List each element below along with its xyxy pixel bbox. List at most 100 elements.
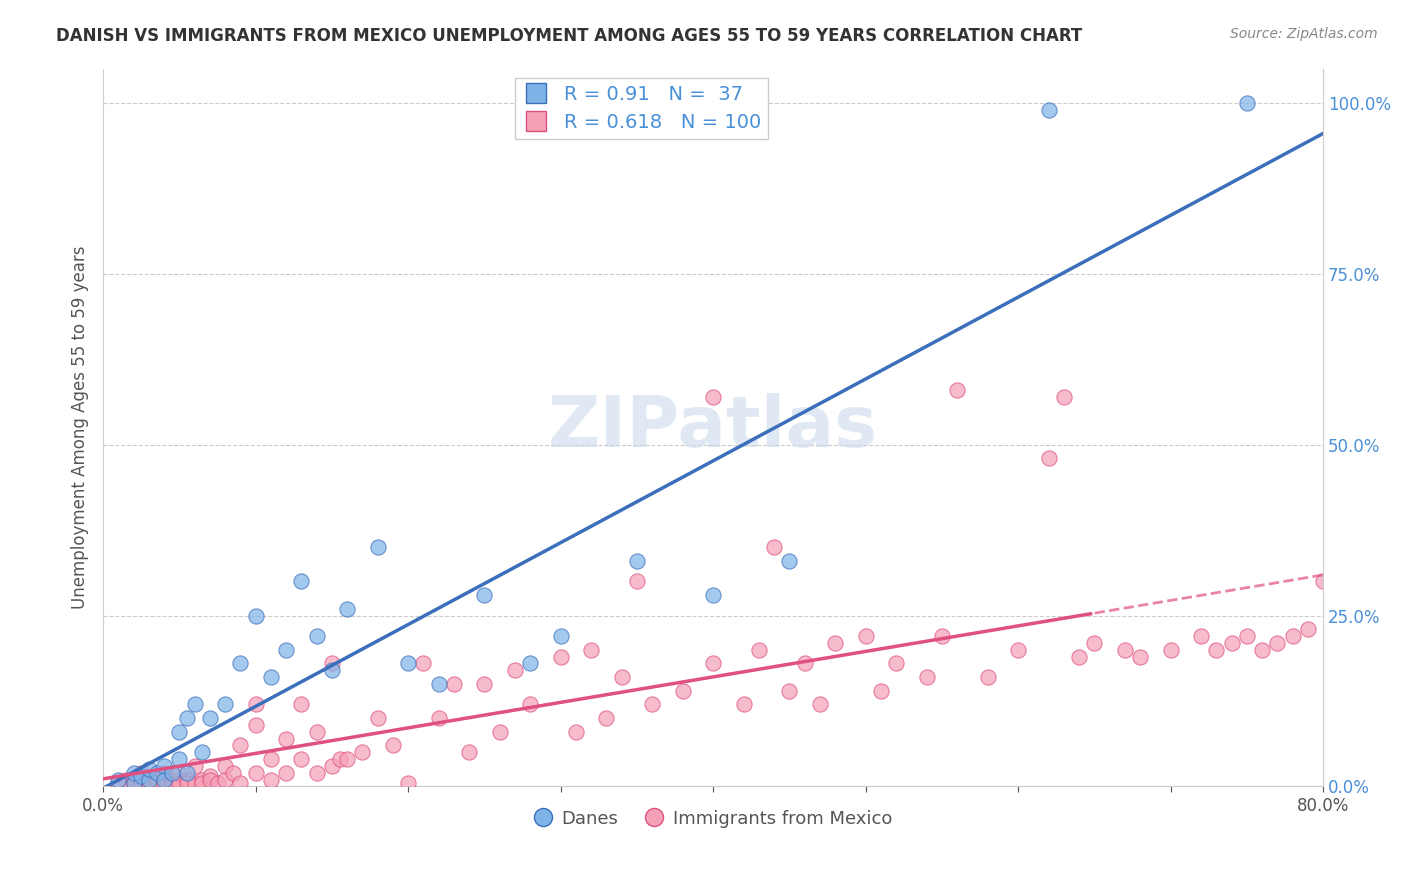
Point: [129, 776, 152, 790]
Text: DANISH VS IMMIGRANTS FROM MEXICO UNEMPLOYMENT AMONG AGES 55 TO 59 YEARS CORRELAT: DANISH VS IMMIGRANTS FROM MEXICO UNEMPLO…: [56, 27, 1083, 45]
Point: [702, 657, 724, 671]
Point: [793, 657, 815, 671]
Point: [276, 642, 298, 657]
Point: [222, 765, 245, 780]
Point: [519, 657, 541, 671]
Point: [931, 629, 953, 643]
Point: [169, 772, 191, 787]
Point: [321, 663, 343, 677]
Point: [641, 698, 664, 712]
Point: [245, 718, 267, 732]
Text: ZIPatlas: ZIPatlas: [548, 393, 879, 462]
Point: [290, 698, 312, 712]
Point: [176, 776, 198, 790]
Point: [427, 677, 450, 691]
Point: [367, 540, 389, 554]
Point: [138, 763, 160, 777]
Point: [1083, 636, 1105, 650]
Point: [160, 772, 183, 787]
Point: [915, 670, 938, 684]
Point: [1220, 636, 1243, 650]
Point: [169, 724, 191, 739]
Point: [305, 724, 328, 739]
Point: [367, 711, 389, 725]
Point: [352, 745, 374, 759]
Point: [169, 776, 191, 790]
Point: [595, 711, 617, 725]
Point: [198, 711, 221, 725]
Point: [153, 772, 176, 787]
Point: [870, 683, 893, 698]
Point: [214, 772, 236, 787]
Point: [122, 776, 145, 790]
Point: [122, 765, 145, 780]
Point: [396, 657, 419, 671]
Point: [672, 683, 695, 698]
Point: [276, 731, 298, 746]
Point: [1053, 390, 1076, 404]
Point: [229, 739, 252, 753]
Point: [702, 588, 724, 602]
Text: Source: ZipAtlas.com: Source: ZipAtlas.com: [1230, 27, 1378, 41]
Point: [976, 670, 998, 684]
Point: [1312, 574, 1334, 589]
Point: [122, 776, 145, 790]
Point: [321, 759, 343, 773]
Point: [229, 776, 252, 790]
Point: [305, 765, 328, 780]
Point: [1129, 649, 1152, 664]
Point: [122, 772, 145, 787]
Point: [519, 698, 541, 712]
Point: [579, 642, 602, 657]
Point: [260, 772, 283, 787]
Point: [145, 776, 167, 790]
Point: [229, 657, 252, 671]
Point: [160, 776, 183, 790]
Point: [550, 649, 572, 664]
Point: [245, 698, 267, 712]
Point: [778, 554, 800, 568]
Point: [207, 776, 229, 790]
Point: [1205, 642, 1227, 657]
Point: [1236, 629, 1258, 643]
Point: [129, 769, 152, 783]
Point: [321, 657, 343, 671]
Point: [884, 657, 907, 671]
Point: [412, 657, 434, 671]
Point: [129, 765, 152, 780]
Point: [610, 670, 633, 684]
Point: [808, 698, 831, 712]
Point: [1251, 642, 1274, 657]
Point: [1160, 642, 1182, 657]
Point: [305, 629, 328, 643]
Point: [115, 772, 138, 787]
Point: [191, 772, 214, 787]
Y-axis label: Unemployment Among Ages 55 to 59 years: Unemployment Among Ages 55 to 59 years: [72, 246, 89, 609]
Point: [214, 759, 236, 773]
Point: [153, 765, 176, 780]
Point: [153, 759, 176, 773]
Point: [381, 739, 404, 753]
Point: [1296, 622, 1319, 636]
Point: [260, 670, 283, 684]
Point: [336, 601, 359, 615]
Point: [702, 390, 724, 404]
Point: [260, 752, 283, 766]
Point: [107, 776, 129, 790]
Point: [1236, 95, 1258, 110]
Point: [1189, 629, 1212, 643]
Legend: Danes, Immigrants from Mexico: Danes, Immigrants from Mexico: [527, 803, 898, 835]
Point: [169, 752, 191, 766]
Point: [198, 772, 221, 787]
Point: [626, 554, 648, 568]
Point: [138, 772, 160, 787]
Point: [107, 772, 129, 787]
Point: [191, 776, 214, 790]
Point: [1038, 451, 1060, 466]
Point: [336, 752, 359, 766]
Point: [1114, 642, 1136, 657]
Point: [290, 574, 312, 589]
Point: [396, 776, 419, 790]
Point: [153, 772, 176, 787]
Point: [458, 745, 481, 759]
